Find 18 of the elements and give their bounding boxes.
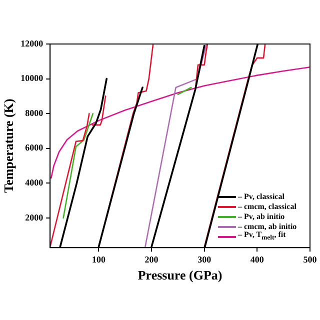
legend-label: – Pv, T$_{melt}$, fit <box>238 230 286 244</box>
x-tick-label: 400 <box>250 254 264 264</box>
x-tick-label: 300 <box>198 254 212 264</box>
x-axis-title: Pressure (GPa) <box>138 268 222 283</box>
y-tick-label: 8000 <box>25 108 44 118</box>
x-tick-label: 500 <box>303 254 318 264</box>
legend-label: – Pv, ab initio <box>238 212 285 222</box>
y-tick-label: 4000 <box>25 178 44 188</box>
y-tick-label: 2000 <box>25 212 44 222</box>
y-tick-label: 10000 <box>20 73 44 84</box>
legend-label: – Pv, classical <box>238 192 284 202</box>
y-axis-title: Temperature (K) <box>1 98 16 193</box>
x-tick-label: 100 <box>92 254 106 264</box>
legend-label: – cmcm, ab initio <box>238 222 297 231</box>
x-tick-label: 200 <box>144 254 159 264</box>
y-tick-label: 6000 <box>25 142 44 153</box>
legend-label: – cmcm, classical <box>238 202 296 212</box>
y-tick-label: 12000 <box>20 38 44 48</box>
